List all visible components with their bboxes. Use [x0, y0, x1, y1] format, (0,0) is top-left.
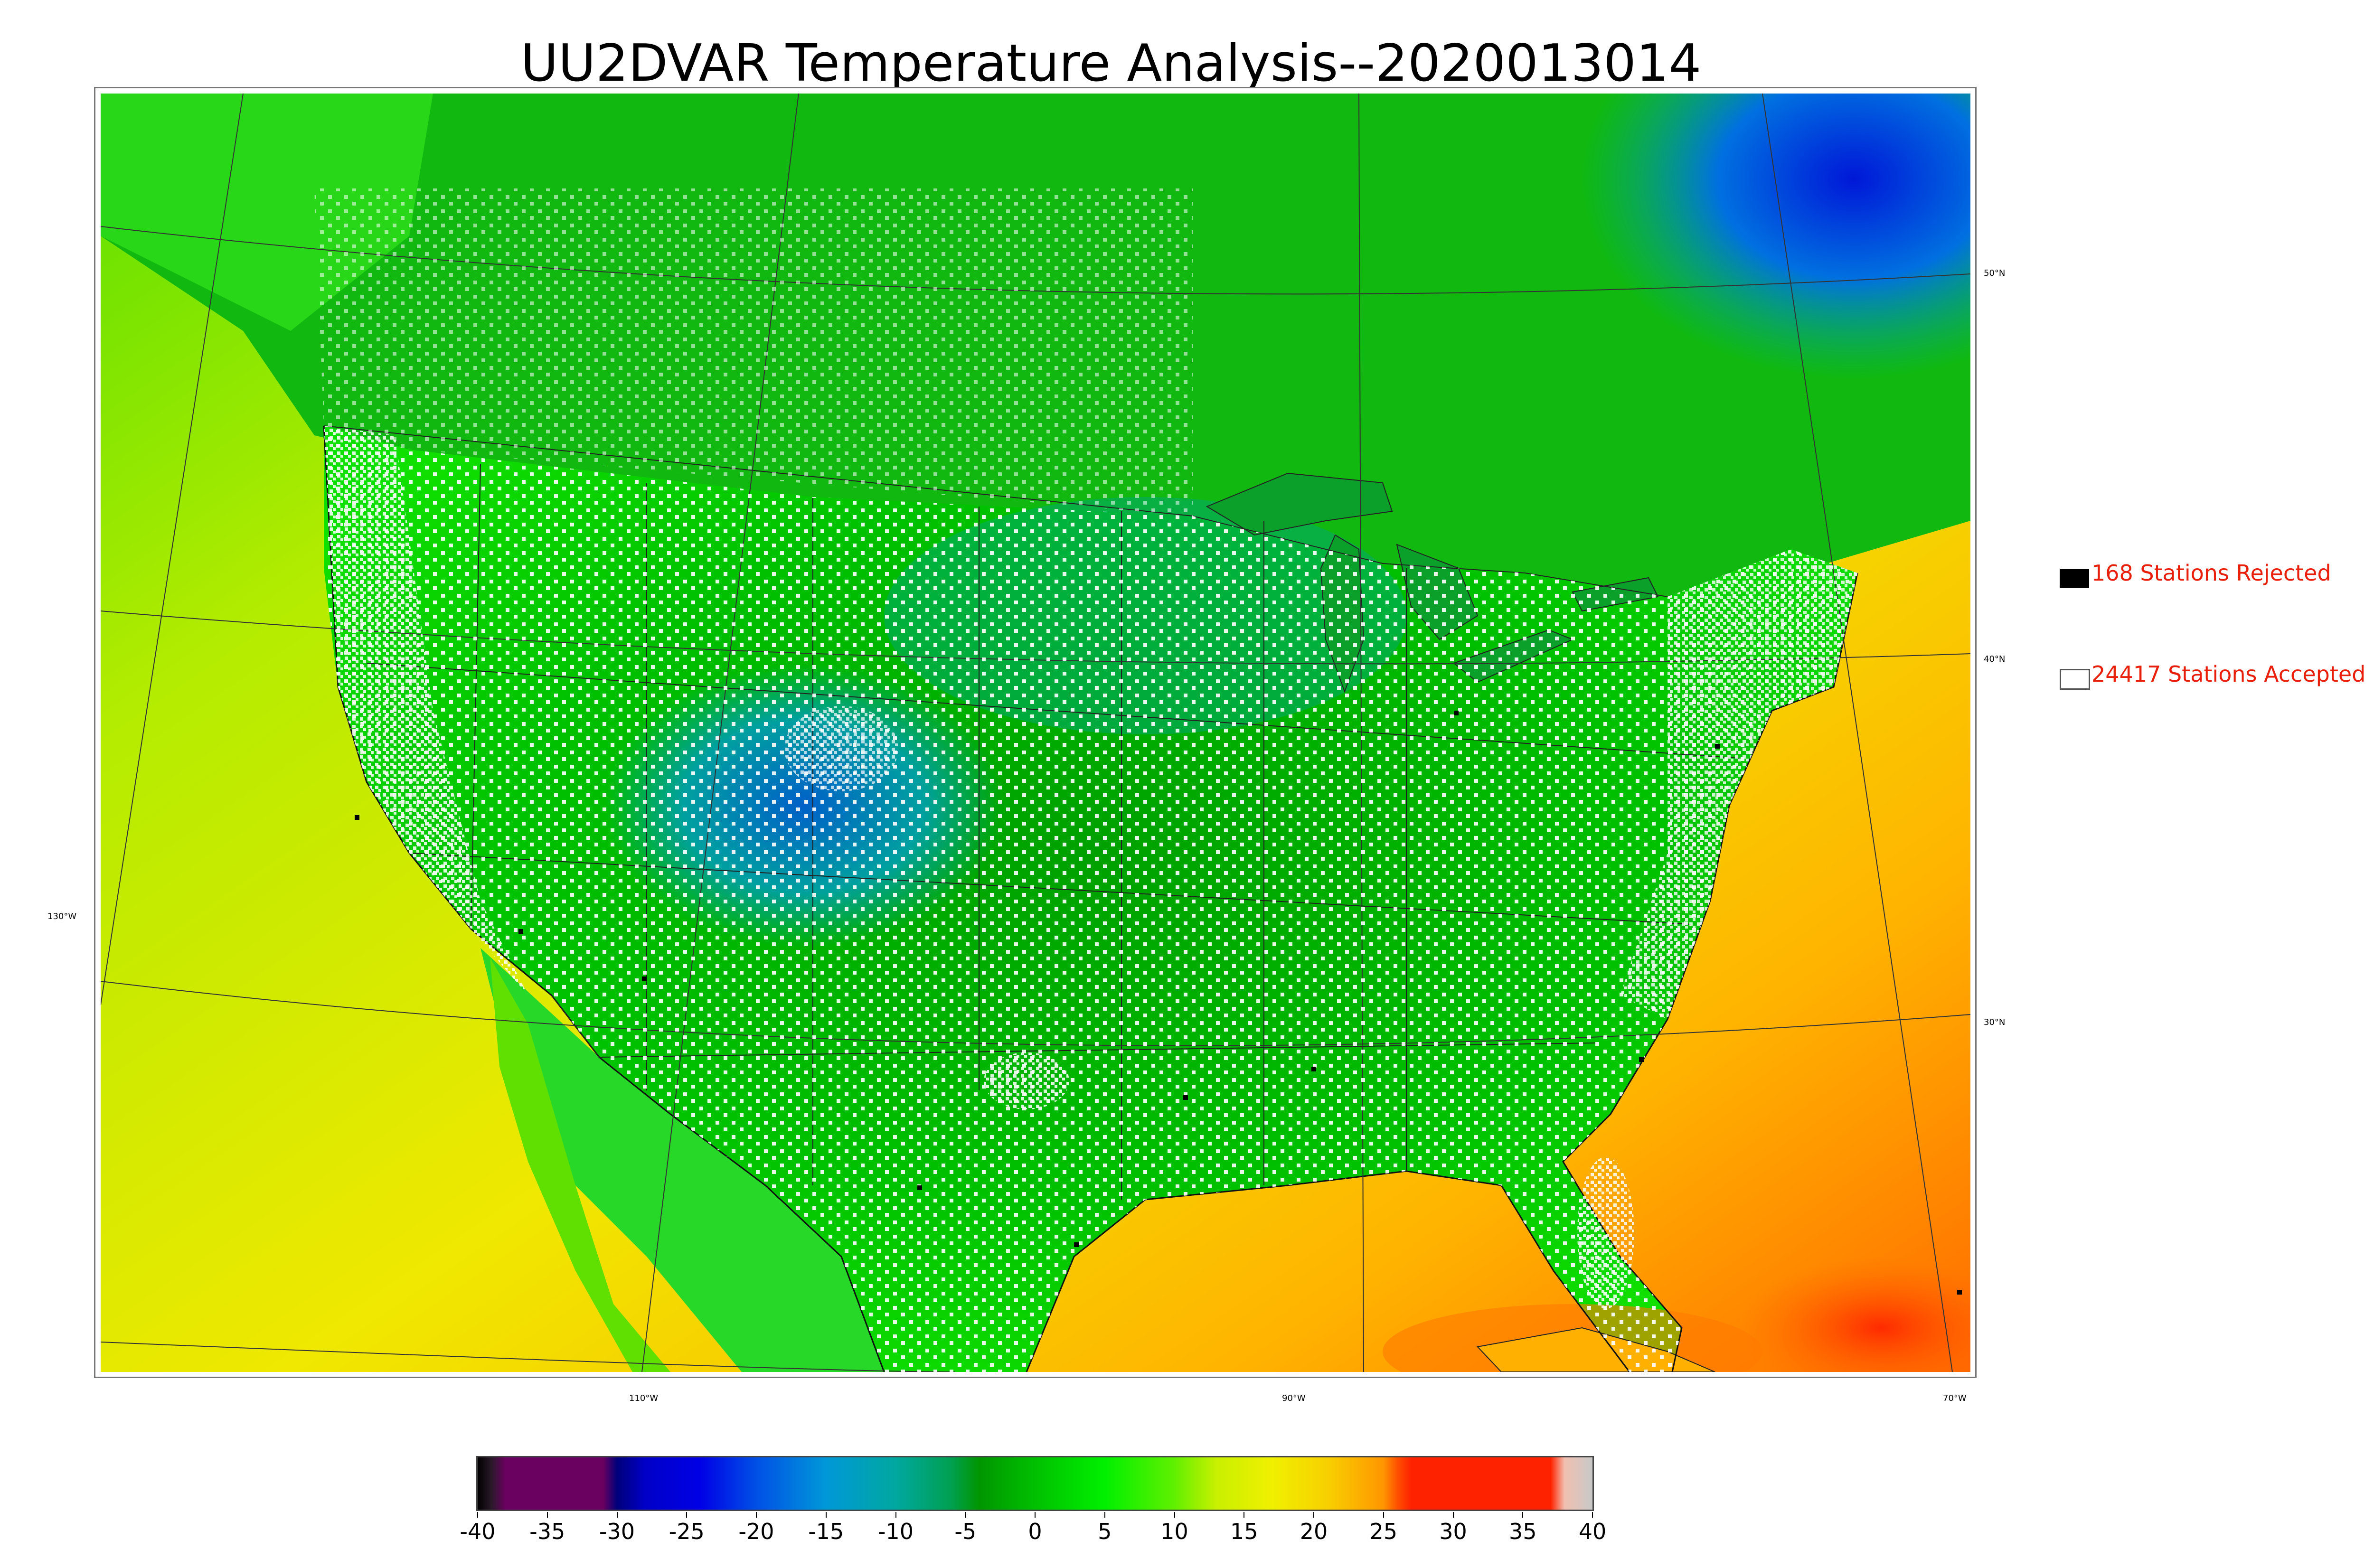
colorbar-tick	[1383, 1512, 1384, 1518]
accepted-stations-swatch	[2060, 669, 2090, 690]
colorbar-tick-label: 20	[1300, 1519, 1328, 1544]
colorbar-tick	[546, 1512, 548, 1518]
colorbar-tick-label: 30	[1439, 1519, 1467, 1544]
florida-dense-stations	[1577, 1157, 1634, 1309]
lat-label-30n: 30°N	[1984, 1017, 2006, 1027]
colorbar-tick	[686, 1512, 688, 1518]
rejected-stations	[355, 711, 1962, 1295]
colorbar-tick	[1313, 1512, 1314, 1518]
lon-label-90w: 90°W	[1282, 1393, 1306, 1403]
colorbar-tick-label: -35	[529, 1519, 565, 1544]
lon-label-110w: 110°W	[629, 1393, 659, 1403]
colorbar-tick	[1035, 1512, 1036, 1518]
rejected-stations-label: 168 Stations Rejected	[2091, 560, 2331, 586]
colorbar-tick-label: -40	[460, 1519, 496, 1544]
baja-california	[490, 958, 670, 1372]
colorado-dense-stations	[784, 706, 898, 791]
colorbar-tick-label: -25	[669, 1519, 705, 1544]
rejected-stations-swatch	[2060, 569, 2089, 588]
lon-label-70w: 70°W	[1943, 1393, 1967, 1403]
colorbar-tick-row: -40 -35 -30 -25 -20 -15 -10 -5 0 5 10 15 20 25 30 35 40	[460, 1512, 1606, 1544]
canada-stations	[314, 188, 1193, 516]
colorbar-tick	[1522, 1512, 1524, 1518]
east-coast-dense-stations	[1620, 549, 1857, 1019]
map-title: UU2DVAR Temperature Analysis--2020013014	[520, 34, 1702, 93]
colorbar-tick	[1104, 1512, 1105, 1518]
colorbar-tick-label: 0	[1028, 1519, 1042, 1544]
colorbar-tick	[895, 1512, 896, 1518]
colorbar-tick	[1174, 1512, 1175, 1518]
colorbar-tick-label: -30	[599, 1519, 635, 1544]
lat-label-40n: 40°N	[1984, 654, 2006, 664]
accepted-stations	[324, 426, 1857, 1372]
texas-dense-stations	[984, 1052, 1069, 1109]
colorbar-tick-label: -10	[877, 1519, 914, 1544]
colorbar-tick-label: 10	[1160, 1519, 1188, 1544]
mexico-land	[480, 948, 884, 1372]
lon-label-130w: 130°W	[47, 911, 77, 921]
colorbar-tick	[477, 1512, 478, 1518]
colorbar-tick	[1592, 1512, 1593, 1518]
temperature-map	[101, 94, 1970, 1372]
colorbar-tick-label: 25	[1369, 1519, 1398, 1544]
colorbar-tick-label: -20	[738, 1519, 774, 1544]
colorbar-tick-label: 15	[1230, 1519, 1258, 1544]
colorbar-tick-label: -5	[954, 1519, 977, 1544]
colorbar-tick	[756, 1512, 757, 1518]
colorbar-tick-label: -15	[808, 1519, 844, 1544]
colorbar-tick	[616, 1512, 618, 1518]
colorbar-tick-label: 35	[1508, 1519, 1537, 1544]
caribbean-hot-region	[1739, 1257, 1970, 1372]
colorbar-tick	[965, 1512, 966, 1518]
colorbar-tick-label: 40	[1578, 1519, 1607, 1544]
accepted-stations-label: 24417 Stations Accepted	[2091, 661, 2366, 687]
colorbar-tick-label: 5	[1098, 1519, 1112, 1544]
colorbar-tick	[1452, 1512, 1454, 1518]
west-coast-dense-stations	[324, 426, 528, 995]
lat-label-50n: 50°N	[1984, 268, 2006, 278]
colorbar-tick	[825, 1512, 827, 1518]
temperature-colorbar	[476, 1456, 1594, 1511]
